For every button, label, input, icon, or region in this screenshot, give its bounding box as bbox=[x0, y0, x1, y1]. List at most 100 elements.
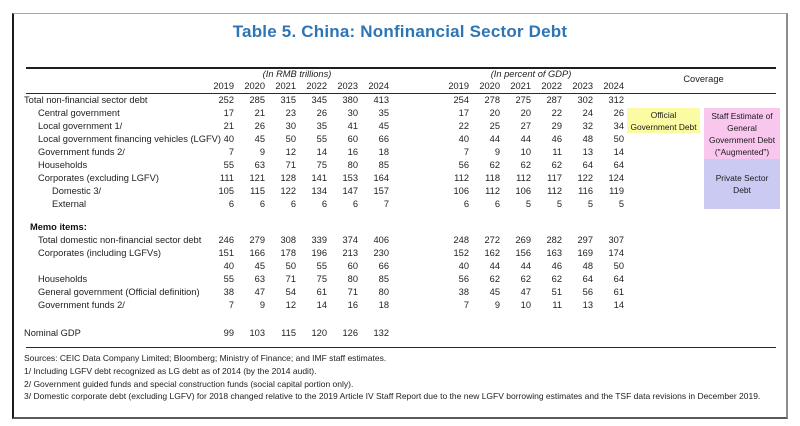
row-label: Local government 1/ bbox=[38, 121, 123, 131]
gdp-value: 48 bbox=[582, 261, 593, 271]
gdp-value: 51 bbox=[551, 287, 562, 297]
gdp-value: 62 bbox=[551, 274, 562, 284]
gdp-value: 307 bbox=[608, 235, 624, 245]
gdp-value: 34 bbox=[613, 121, 624, 131]
rmb-value: 63 bbox=[254, 160, 265, 170]
gdp-value: 44 bbox=[489, 134, 500, 144]
gdp-value: 248 bbox=[453, 235, 469, 245]
rmb-value: 66 bbox=[378, 134, 389, 144]
gdp-value: 24 bbox=[582, 108, 593, 118]
gdp-value: 287 bbox=[546, 95, 562, 105]
gdp-value: 5 bbox=[587, 199, 593, 209]
footnote-3: 3/ Domestic corporate debt (excluding LG… bbox=[24, 391, 761, 402]
table-row: Households 55 63 71 75 80 85 56 62 62 62 64 64 bbox=[14, 273, 786, 286]
rmb-value: 30 bbox=[347, 108, 358, 118]
rmb-value: 7 bbox=[228, 300, 234, 310]
rmb-value: 21 bbox=[254, 108, 265, 118]
rmb-value: 55 bbox=[316, 134, 327, 144]
gdp-value: 10 bbox=[520, 300, 531, 310]
gdp-value: 26 bbox=[613, 108, 624, 118]
table-row: Corporates (excluding LGFV) 111 121 128 141 1… bbox=[14, 172, 786, 185]
gdp-value: 47 bbox=[520, 287, 531, 297]
rmb-value: 151 bbox=[218, 248, 234, 258]
rmb-value: 23 bbox=[285, 108, 296, 118]
rmb-value: 75 bbox=[316, 274, 327, 284]
rmb-value: 14 bbox=[316, 147, 327, 157]
rmb-value: 213 bbox=[342, 248, 358, 258]
rmb-value: 6 bbox=[290, 199, 296, 209]
gdp-value: 29 bbox=[551, 121, 562, 131]
rmb-value: 16 bbox=[347, 300, 358, 310]
gdp-value: 163 bbox=[546, 248, 562, 258]
year-label-gdp-2024: 2024 bbox=[603, 81, 624, 91]
rmb-value: 141 bbox=[311, 173, 327, 183]
gdp-value: 62 bbox=[489, 160, 500, 170]
rmb-value: 99 bbox=[223, 328, 234, 338]
row-label: External bbox=[52, 199, 87, 209]
rmb-value: 45 bbox=[254, 261, 265, 271]
rmb-value: 196 bbox=[311, 248, 327, 258]
table-row: External 6 6 6 6 6 7 6 6 5 5 5 5 bbox=[14, 198, 786, 211]
rmb-value: 55 bbox=[223, 274, 234, 284]
row-label: Government funds 2/ bbox=[38, 147, 125, 157]
gdp-value: 162 bbox=[484, 248, 500, 258]
gdp-value: 7 bbox=[463, 300, 469, 310]
rmb-value: 66 bbox=[378, 261, 389, 271]
year-label-rmb-2019: 2019 bbox=[213, 81, 234, 91]
gdp-value: 48 bbox=[582, 134, 593, 144]
rmb-value: 75 bbox=[316, 160, 327, 170]
rmb-value: 246 bbox=[218, 235, 234, 245]
table-row: Government funds 2/7 9 12 14 16 18 7 9 10 11 13 14 bbox=[14, 299, 786, 312]
rmb-value: 6 bbox=[228, 199, 234, 209]
gdp-value: 50 bbox=[613, 134, 624, 144]
rmb-value: 18 bbox=[378, 147, 389, 157]
rmb-value: 7 bbox=[228, 147, 234, 157]
gdp-value: 112 bbox=[485, 186, 500, 196]
rmb-value: 406 bbox=[373, 235, 389, 245]
table-row: Domestic 3/105 115 122 134 147 157 106 112 106 11… bbox=[14, 185, 786, 198]
rmb-value: 40 bbox=[223, 134, 234, 144]
rmb-value: 80 bbox=[347, 160, 358, 170]
rmb-value: 85 bbox=[378, 274, 389, 284]
gdp-value: 6 bbox=[494, 199, 500, 209]
table-frame: Table 5. China: Nonfinancial Sector Debt… bbox=[12, 13, 788, 419]
gdp-value: 13 bbox=[582, 300, 593, 310]
gdp-value: 44 bbox=[520, 261, 531, 271]
table-row: Total domestic non-financial sector debt… bbox=[14, 234, 786, 247]
footnotes: Sources: CEIC Data Company Limited; Bloo… bbox=[24, 352, 780, 403]
gdp-value: 118 bbox=[485, 173, 500, 183]
gdp-value: 14 bbox=[613, 300, 624, 310]
rmb-value: 45 bbox=[378, 121, 389, 131]
rmb-value: 47 bbox=[254, 287, 265, 297]
gdp-value: 22 bbox=[458, 121, 469, 131]
rmb-value: 71 bbox=[285, 274, 296, 284]
rmb-value: 6 bbox=[259, 199, 265, 209]
gdp-value: 40 bbox=[458, 134, 469, 144]
rmb-value: 115 bbox=[281, 328, 296, 338]
rmb-value: 17 bbox=[223, 108, 234, 118]
gdp-value: 44 bbox=[489, 261, 500, 271]
rmb-value: 126 bbox=[342, 328, 358, 338]
rmb-value: 6 bbox=[352, 199, 358, 209]
coverage-header: Coverage bbox=[683, 74, 724, 84]
row-label: Total domestic non-financial sector debt bbox=[38, 235, 202, 245]
row-label: Central government bbox=[38, 108, 120, 118]
rmb-value: 71 bbox=[347, 287, 358, 297]
rmb-value: 45 bbox=[254, 134, 265, 144]
table-row: Households 55 63 71 75 80 85 56 62 62 62 64 64 bbox=[14, 159, 786, 172]
gdp-value: 302 bbox=[577, 95, 593, 105]
rmb-value: 128 bbox=[280, 173, 296, 183]
gdp-value: 25 bbox=[489, 121, 500, 131]
rmb-value: 345 bbox=[311, 95, 327, 105]
rmb-value: 50 bbox=[285, 261, 296, 271]
rmb-value: 18 bbox=[378, 300, 389, 310]
rmb-value: 339 bbox=[311, 235, 327, 245]
gdp-value: 40 bbox=[458, 261, 469, 271]
gdp-value: 9 bbox=[494, 300, 500, 310]
gdp-value: 32 bbox=[582, 121, 593, 131]
row-label: Nominal GDP bbox=[24, 328, 81, 338]
year-label-gdp-2019: 2019 bbox=[448, 81, 469, 91]
rmb-value: 40 bbox=[223, 261, 234, 271]
gdp-value: 169 bbox=[577, 248, 593, 258]
rmb-value: 12 bbox=[285, 147, 296, 157]
